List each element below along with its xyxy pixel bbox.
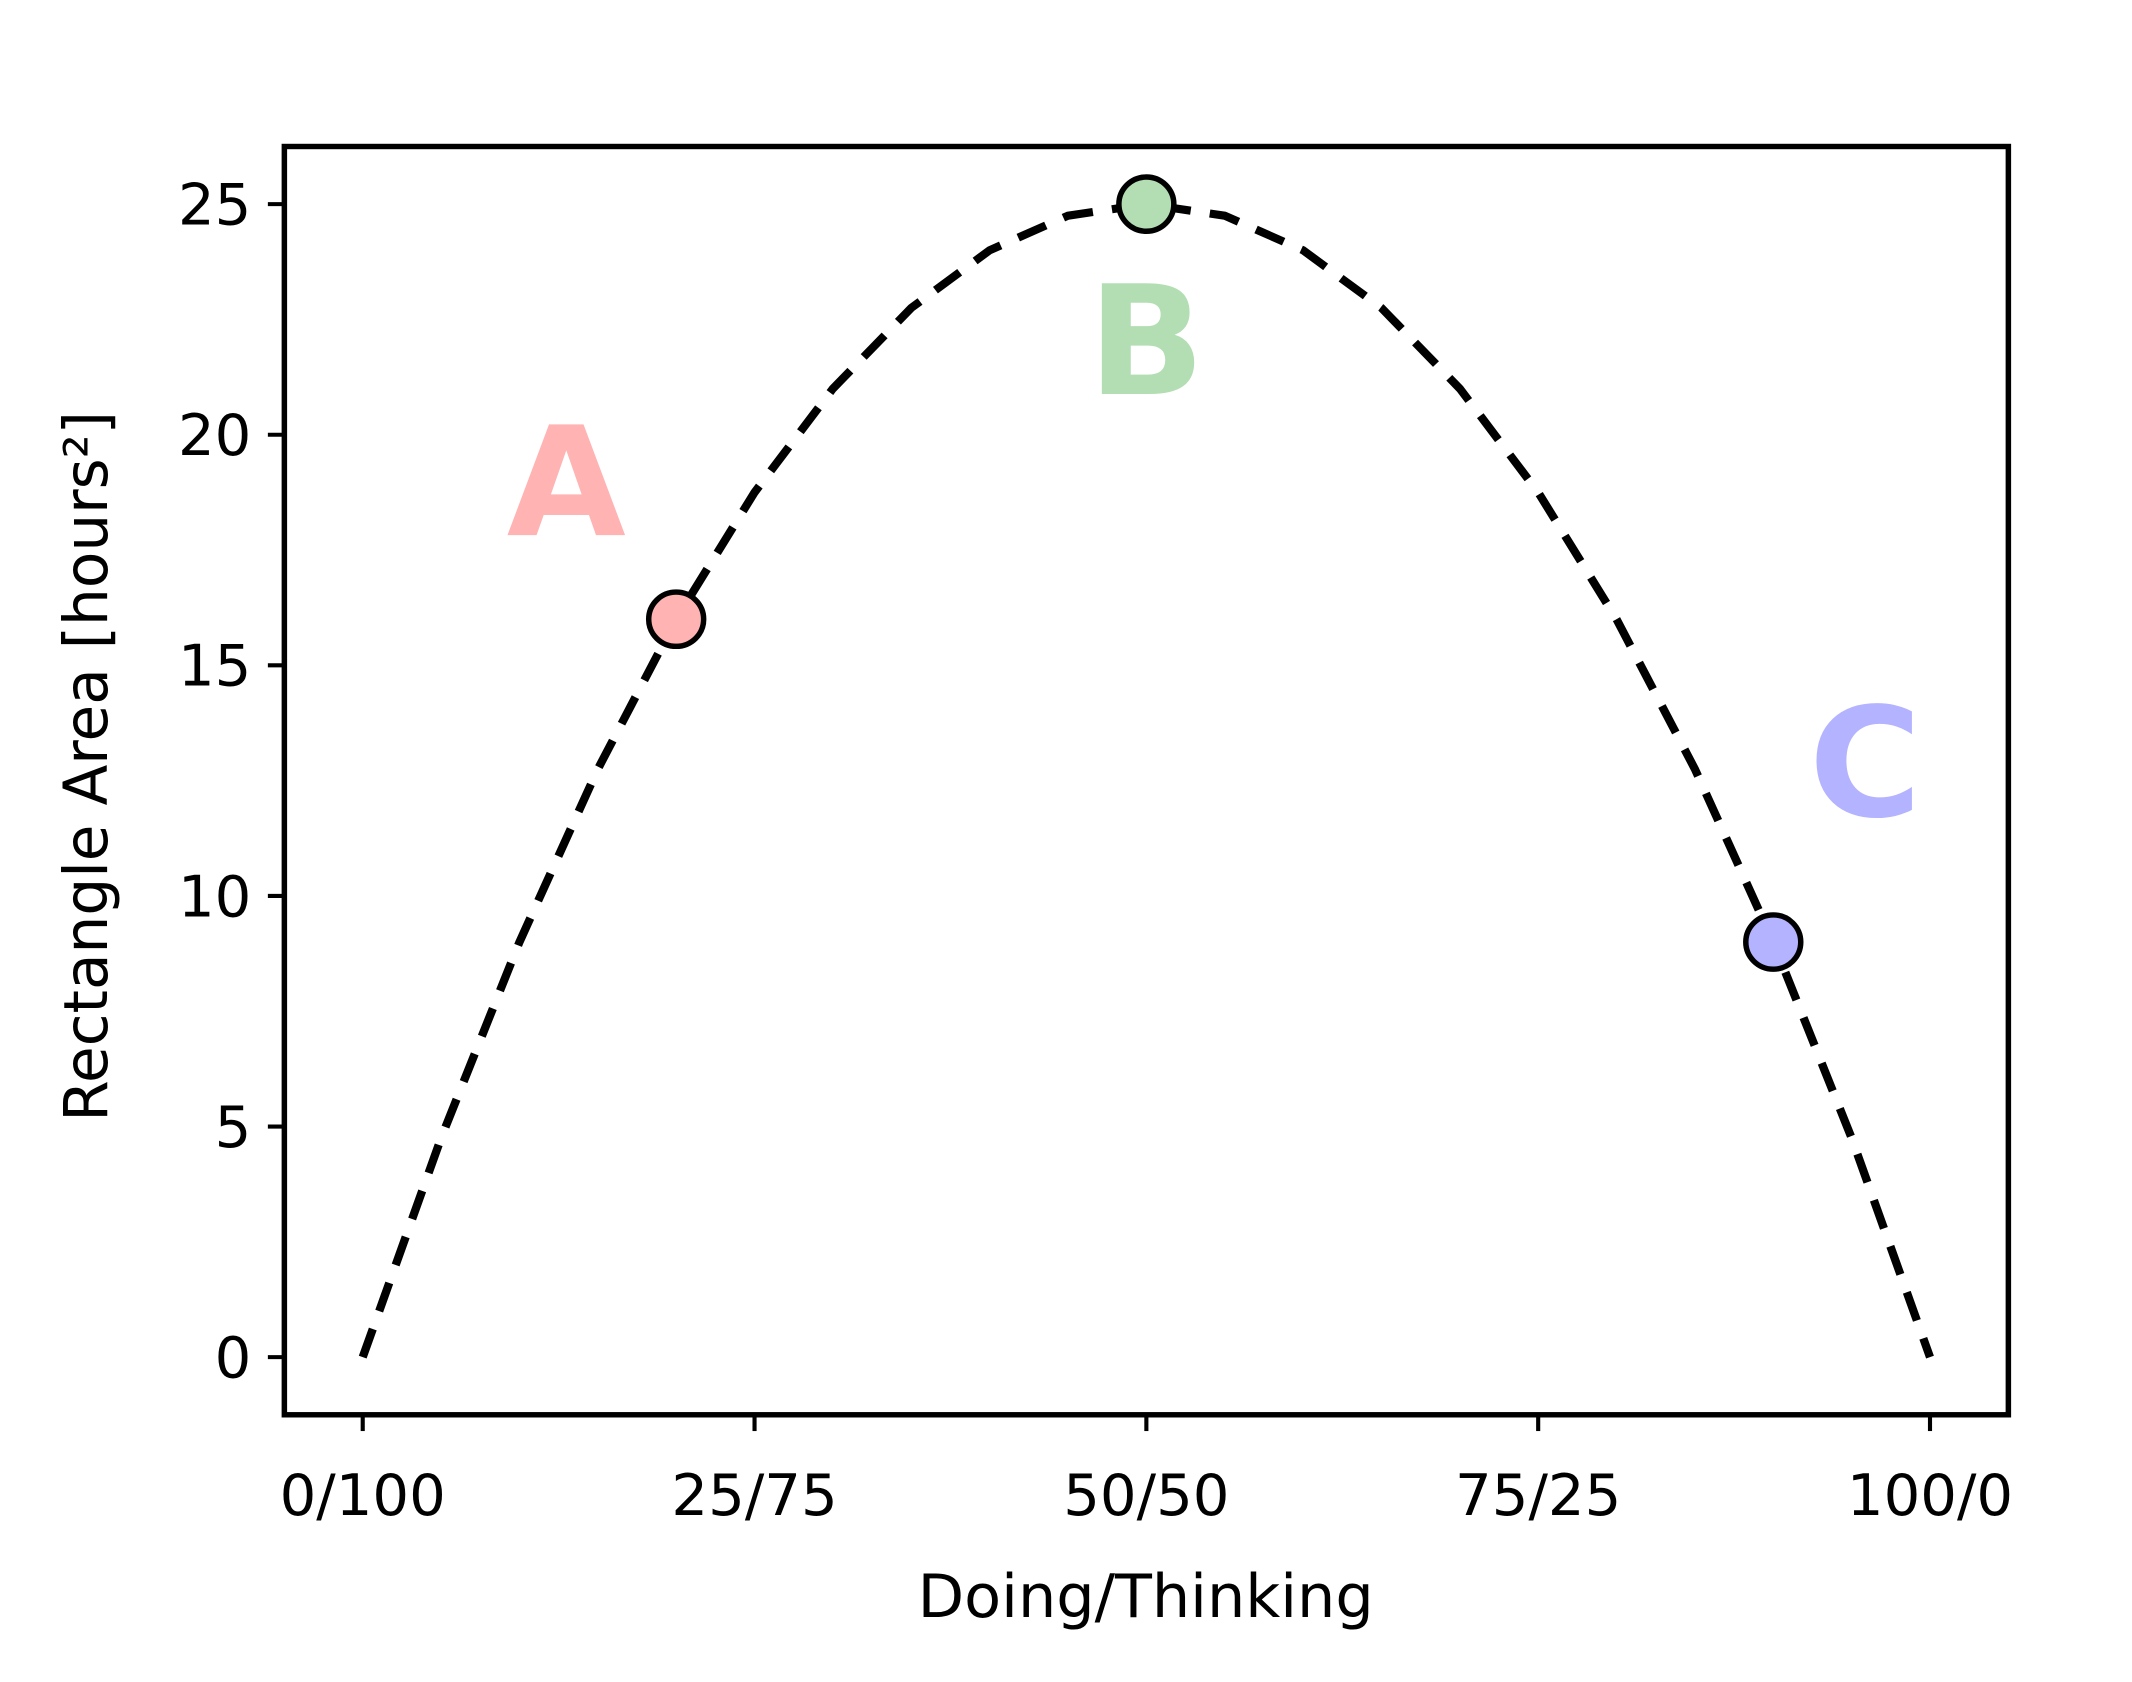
x-tick-label: 25/75 (671, 1462, 837, 1529)
y-tick-label: 5 (215, 1094, 252, 1161)
y-tick-label: 20 (178, 402, 251, 469)
x-tick-label: 50/50 (1063, 1462, 1229, 1529)
y-tick-label: 0 (215, 1325, 252, 1392)
y-tick-label: 10 (178, 864, 251, 931)
point (1116, 174, 1177, 234)
x-tick-label: 100/0 (1847, 1462, 2013, 1529)
point (645, 589, 707, 650)
point-label: B (1088, 254, 1205, 431)
point (1743, 912, 1804, 972)
point-label: C (1809, 676, 1922, 853)
y-axis-label: Rectangle Area [hours²] (52, 411, 122, 1122)
point-label: A (507, 395, 626, 572)
x-tick-label: 75/25 (1455, 1462, 1621, 1529)
curve (358, 200, 1934, 1359)
plot-frame (281, 143, 2012, 1418)
x-tick-label: 0/100 (280, 1462, 446, 1529)
x-axis-label: Doing/Thinking (918, 1562, 1374, 1632)
y-tick-label: 15 (178, 633, 251, 700)
y-tick-label: 25 (178, 172, 251, 239)
